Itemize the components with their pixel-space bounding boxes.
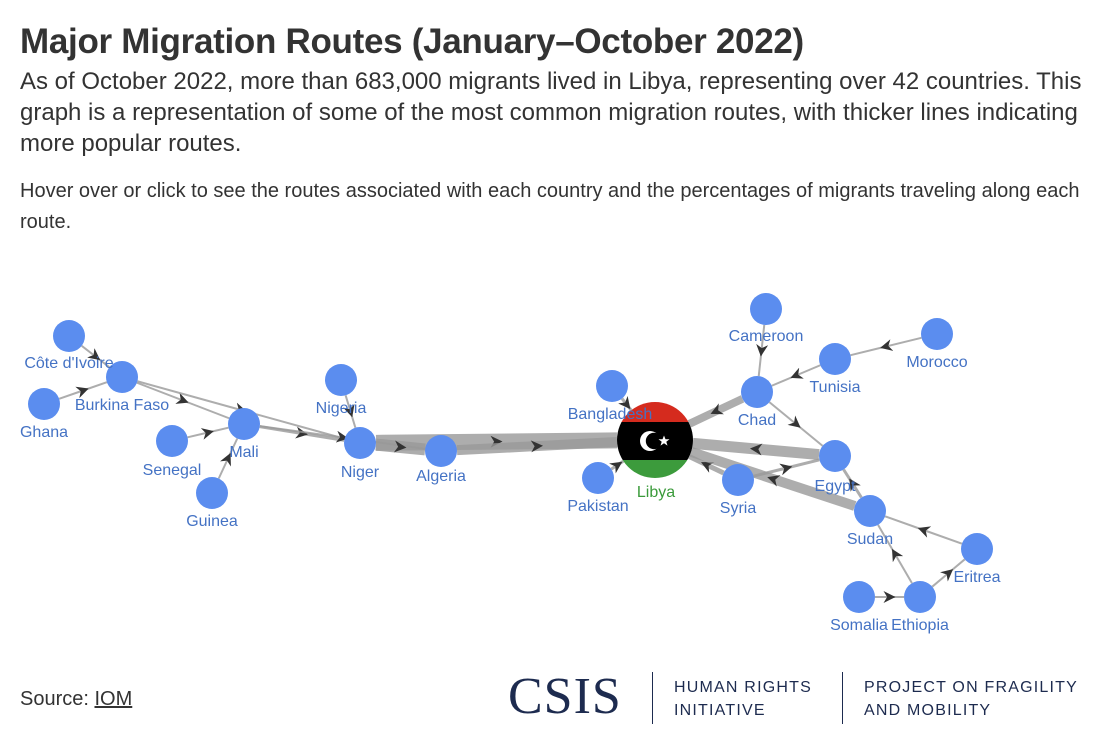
route-edge-pakistan-libya[interactable] xyxy=(609,459,625,474)
hri-line2: INITIATIVE xyxy=(674,702,766,719)
route-edge-algeria-libya[interactable] xyxy=(456,436,618,456)
logo-divider xyxy=(652,672,653,724)
route-edge-chad-egypt[interactable] xyxy=(768,401,824,447)
human-rights-initiative-label: HUMAN RIGHTS INITIATIVE xyxy=(674,676,812,722)
route-edge-nigeria-niger[interactable] xyxy=(343,395,357,428)
label-egypt: Egypt xyxy=(815,478,856,495)
route-edge-morocco-tunisia[interactable] xyxy=(850,336,922,357)
label-bangladesh: Bangladesh xyxy=(568,406,653,423)
node-egypt[interactable] xyxy=(819,440,851,472)
route-edge-senegal-mali[interactable] xyxy=(187,426,229,440)
node-pakistan[interactable] xyxy=(582,462,614,494)
node-senegal[interactable] xyxy=(156,425,188,457)
chart-subtitle: As of October 2022, more than 683,000 mi… xyxy=(20,68,1082,157)
csis-wordmark: CSIS xyxy=(508,668,622,725)
pfm-line1: PROJECT ON FRAGILITY xyxy=(864,679,1078,696)
node-tunisia[interactable] xyxy=(819,343,851,375)
node-ghana[interactable] xyxy=(28,388,60,420)
label-senegal: Senegal xyxy=(143,462,202,479)
label-algeria: Algeria xyxy=(416,468,466,485)
route-edge-sudan-egypt[interactable] xyxy=(842,468,863,499)
node-bangladesh[interactable] xyxy=(596,370,628,402)
node-eritrea[interactable] xyxy=(961,533,993,565)
node-cote[interactable] xyxy=(53,320,85,352)
label-morocco: Morocco xyxy=(906,354,967,371)
chart-title: Major Migration Routes (January–October … xyxy=(20,22,804,61)
label-syria: Syria xyxy=(720,500,757,517)
pfm-line2: AND MOBILITY xyxy=(864,702,992,719)
route-edge-eritrea-sudan[interactable] xyxy=(884,515,963,545)
node-ethiopia[interactable] xyxy=(904,581,936,613)
label-pakistan: Pakistan xyxy=(567,498,628,515)
route-edge-guinea-mali[interactable] xyxy=(217,438,239,479)
route-edge-ethiopia-sudan[interactable] xyxy=(877,524,913,584)
node-algeria[interactable] xyxy=(425,435,457,467)
source-link[interactable]: IOM xyxy=(94,688,133,710)
node-mali[interactable] xyxy=(228,408,260,440)
route-edge-chad-libya[interactable] xyxy=(687,395,745,428)
node-nigeria[interactable] xyxy=(325,364,357,396)
node-chad[interactable] xyxy=(741,376,773,408)
label-eritrea: Eritrea xyxy=(953,569,1000,586)
hri-line1: HUMAN RIGHTS xyxy=(674,679,812,696)
label-niger: Niger xyxy=(341,464,380,481)
country-nodes xyxy=(28,293,993,613)
route-edge-ghana-burkina[interactable] xyxy=(58,381,108,400)
node-cameroon[interactable] xyxy=(750,293,782,325)
node-burkina[interactable] xyxy=(106,361,138,393)
node-somalia[interactable] xyxy=(843,581,875,613)
source-note: Source: IOM xyxy=(20,688,132,711)
label-ghana: Ghana xyxy=(20,424,68,441)
route-edge-ethiopia-eritrea[interactable] xyxy=(931,558,966,588)
route-edge-bangladesh-libya[interactable] xyxy=(618,395,633,412)
route-edge-burkina-mali[interactable] xyxy=(136,381,230,420)
label-cote: Côte d'Ivoire xyxy=(24,355,113,372)
route-edge-tunisia-chad[interactable] xyxy=(771,364,821,387)
label-tunisia: Tunisia xyxy=(810,379,861,396)
route-edge-syria-libya[interactable] xyxy=(688,454,725,476)
node-guinea[interactable] xyxy=(196,477,228,509)
label-burkina: Burkina Faso xyxy=(75,397,169,414)
label-sudan: Sudan xyxy=(847,531,893,548)
label-libya: Libya xyxy=(637,484,675,501)
route-edge-sudan-libya[interactable] xyxy=(689,447,857,511)
label-guinea: Guinea xyxy=(186,513,238,530)
label-ethiopia: Ethiopia xyxy=(891,617,949,634)
label-mali: Mali xyxy=(229,444,258,461)
label-cameroon: Cameroon xyxy=(729,328,804,345)
route-edge-niger-algeria[interactable] xyxy=(375,438,426,456)
route-edge-cote-burkina[interactable] xyxy=(81,344,110,369)
node-syria[interactable] xyxy=(722,464,754,496)
libya-flag-green-band xyxy=(617,460,693,478)
route-edge-egypt-libya[interactable] xyxy=(692,437,820,461)
node-niger[interactable] xyxy=(344,427,376,459)
route-edge-cameroon-chad[interactable] xyxy=(756,324,769,377)
source-label: Source: xyxy=(20,688,95,710)
fragility-mobility-label: PROJECT ON FRAGILITY AND MOBILITY xyxy=(864,676,1078,722)
node-morocco[interactable] xyxy=(921,318,953,350)
route-edges xyxy=(58,324,966,603)
label-chad: Chad xyxy=(738,412,776,429)
label-somalia: Somalia xyxy=(830,617,888,634)
interaction-caption: Hover over or click to see the routes as… xyxy=(20,180,1080,233)
node-sudan[interactable] xyxy=(854,495,886,527)
csis-logo: CSIS HUMAN RIGHTS INITIATIVE PROJECT ON F… xyxy=(508,666,1098,728)
crescent-star-icon xyxy=(640,431,670,451)
label-nigeria: Nigeria xyxy=(316,400,367,417)
logo-divider xyxy=(842,672,843,724)
country-labels: Côte d'Ivoire Burkina Faso Ghana Mali Senega… xyxy=(20,328,1001,634)
